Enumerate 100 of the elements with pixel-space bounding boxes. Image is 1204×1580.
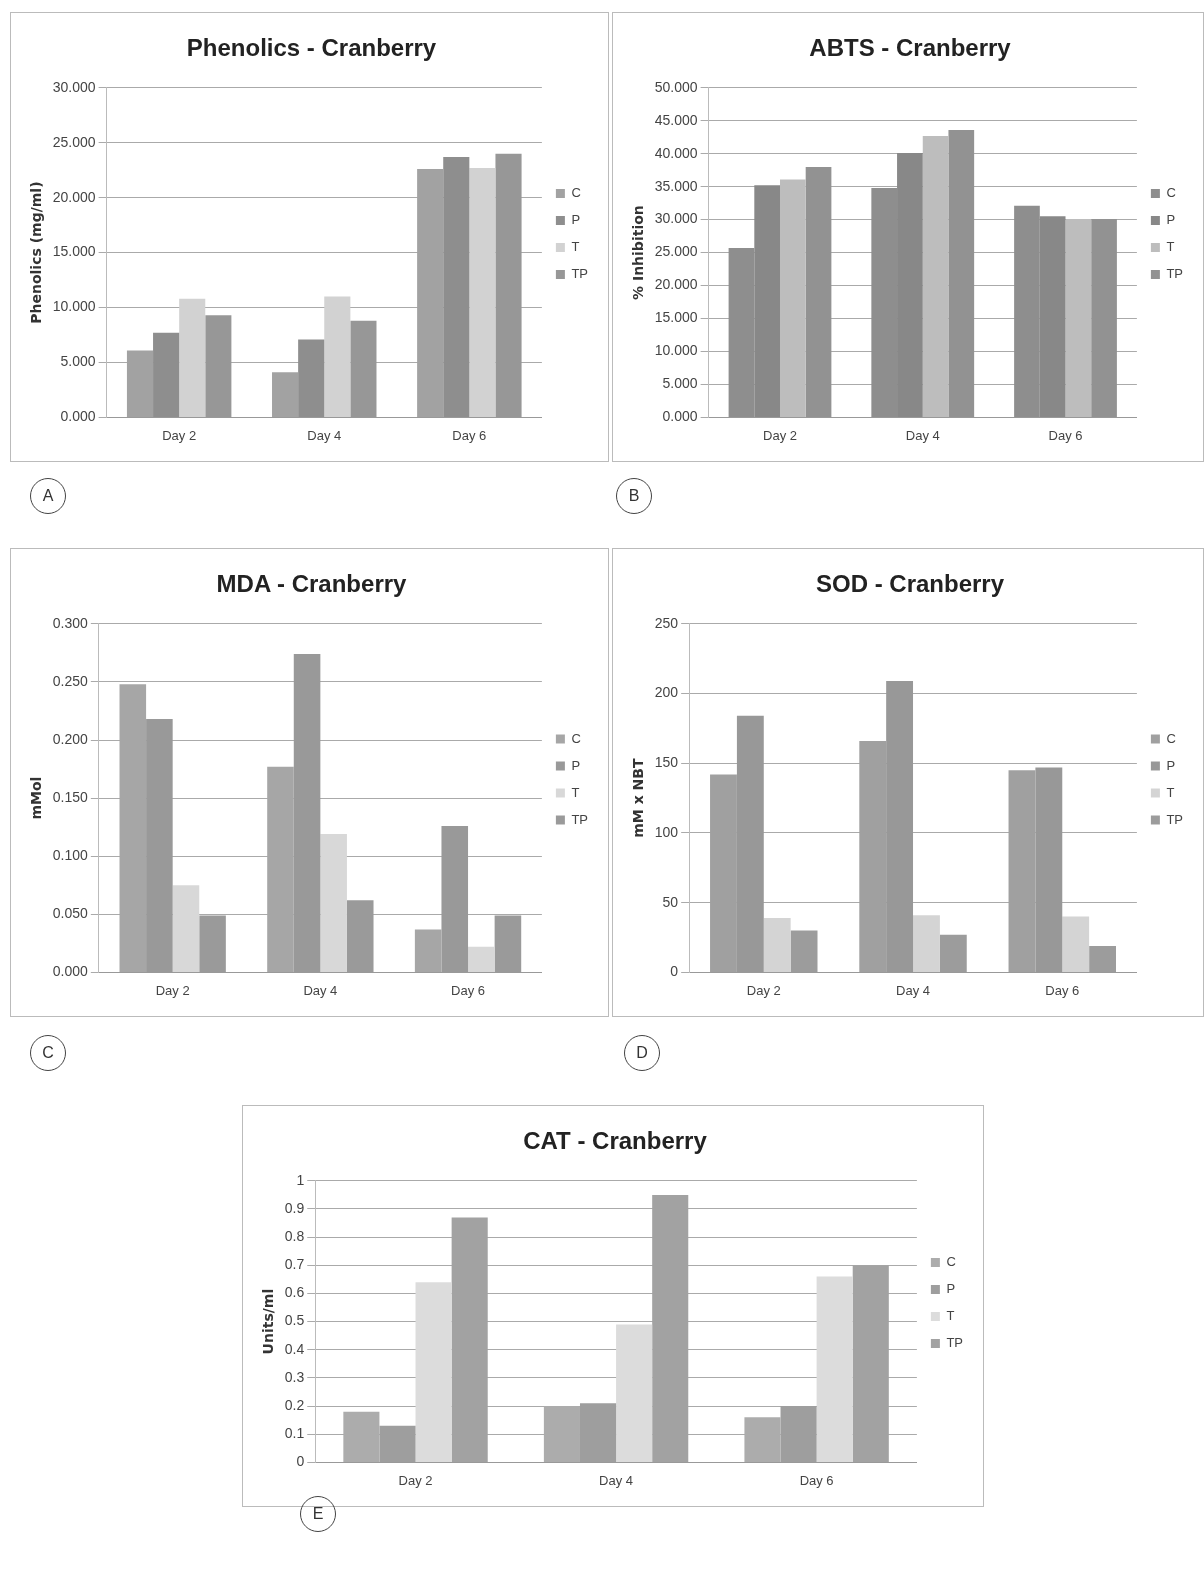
- y-axis-title: Phenolics (mg/ml): [28, 181, 45, 324]
- legend-label: C: [946, 1254, 956, 1270]
- y-tick-label: 50.000: [654, 78, 698, 95]
- legend-label: TP: [946, 1335, 964, 1351]
- y-tick-label: 25.000: [52, 133, 96, 150]
- y-axis-title: mMol: [28, 776, 45, 820]
- y-tick-label: 5.000: [60, 353, 96, 370]
- bar: [1065, 218, 1092, 417]
- y-axis-title: % Inhibition: [630, 205, 647, 300]
- y-tick-label: 0.000: [60, 408, 96, 425]
- x-tick-label: Day 2: [746, 982, 781, 998]
- legend-label: TP: [571, 811, 589, 827]
- chart-title: MDA - Cranberry: [216, 570, 408, 598]
- legend-label: P: [571, 212, 581, 228]
- y-tick-label: 30.000: [52, 78, 96, 95]
- x-tick-label: Day 6: [452, 427, 487, 443]
- y-tick-label: 5.000: [662, 375, 698, 392]
- legend-label: P: [1166, 757, 1176, 773]
- legend-label: C: [571, 730, 581, 746]
- legend-label: T: [1166, 784, 1175, 800]
- bar: [469, 168, 496, 417]
- legend-label: T: [571, 239, 580, 255]
- y-tick-label: 15.000: [52, 243, 96, 260]
- y-tick-label: 50: [662, 893, 679, 910]
- y-tick-label: 0.050: [52, 905, 89, 922]
- legend-label: P: [571, 757, 581, 773]
- bar: [320, 834, 347, 972]
- y-tick-label: 10.000: [654, 342, 698, 359]
- legend-label: P: [946, 1281, 956, 1297]
- y-tick-label: 0.000: [52, 963, 89, 980]
- y-tick-label: 0: [670, 963, 679, 980]
- bar: [415, 1282, 452, 1462]
- bar: [468, 946, 495, 972]
- y-tick-label: 0.2: [284, 1396, 305, 1413]
- y-tick-label: 200: [654, 684, 679, 701]
- legend-label: C: [1166, 185, 1176, 201]
- bar: [324, 296, 351, 417]
- y-tick-label: 0.100: [52, 847, 89, 864]
- y-tick-label: 0.6: [284, 1284, 305, 1301]
- bar: [414, 929, 442, 972]
- x-tick-label: Day 2: [398, 1472, 433, 1488]
- x-tick-label: Day 4: [599, 1472, 634, 1488]
- y-tick-label: 20.000: [52, 188, 96, 205]
- legend-label: P: [1166, 212, 1176, 228]
- bar: [922, 135, 949, 417]
- y-tick-label: 0.1: [284, 1425, 305, 1442]
- bar: [816, 1276, 853, 1462]
- y-tick-label: 150: [654, 754, 679, 771]
- x-tick-label: Day 6: [451, 982, 486, 998]
- y-tick-label: 100: [654, 823, 679, 840]
- y-axis-title: Units/ml: [260, 1288, 277, 1355]
- legend-label: TP: [1166, 266, 1184, 282]
- bar: [913, 915, 940, 972]
- x-tick-label: Day 6: [1045, 982, 1080, 998]
- y-tick-label: 0.200: [52, 730, 89, 747]
- x-tick-label: Day 4: [303, 982, 338, 998]
- y-tick-label: 0.5: [284, 1312, 305, 1329]
- x-tick-label: Day 4: [905, 427, 940, 443]
- y-tick-label: 0.000: [662, 408, 698, 425]
- y-tick-label: 0.250: [52, 672, 89, 689]
- bar: [179, 298, 206, 417]
- bar: [1062, 916, 1090, 972]
- legend-label: T: [946, 1308, 955, 1324]
- y-tick-label: 30.000: [654, 210, 698, 227]
- x-tick-label: Day 2: [162, 427, 197, 443]
- x-tick-label: Day 6: [799, 1472, 834, 1488]
- x-tick-label: Day 2: [155, 982, 190, 998]
- y-tick-label: 40.000: [654, 144, 698, 161]
- legend-label: T: [1166, 239, 1175, 255]
- legend-label: TP: [571, 266, 589, 282]
- y-tick-label: 20.000: [654, 276, 698, 293]
- y-tick-label: 0.150: [52, 788, 89, 805]
- y-tick-label: 0.8: [284, 1227, 305, 1244]
- y-tick-label: 45.000: [654, 111, 698, 128]
- legend-label: C: [1166, 730, 1176, 746]
- x-tick-label: Day 6: [1048, 427, 1083, 443]
- y-tick-label: 0.3: [284, 1368, 305, 1385]
- chart-title: ABTS - Cranberry: [809, 34, 1012, 62]
- y-tick-label: 0.300: [52, 614, 89, 631]
- y-tick-label: 0.4: [284, 1340, 305, 1357]
- y-tick-label: 250: [654, 614, 679, 631]
- y-tick-label: 25.000: [654, 243, 698, 260]
- legend-label: TP: [1166, 811, 1184, 827]
- chart-title: Phenolics - Cranberry: [186, 34, 437, 62]
- bar: [616, 1324, 653, 1462]
- chart-title: SOD - Cranberry: [815, 570, 1005, 598]
- y-tick-label: 1: [296, 1171, 305, 1188]
- y-tick-label: 15.000: [654, 309, 698, 326]
- y-tick-label: 0: [296, 1453, 305, 1470]
- y-tick-label: 0.9: [284, 1199, 305, 1216]
- bar: [780, 179, 806, 417]
- x-tick-label: Day 4: [307, 427, 342, 443]
- x-tick-label: Day 4: [896, 982, 931, 998]
- y-tick-label: 0.7: [284, 1256, 305, 1273]
- y-tick-label: 35.000: [654, 177, 698, 194]
- x-tick-label: Day 2: [763, 427, 797, 443]
- chart-title: CAT - Cranberry: [523, 1127, 708, 1155]
- legend-label: C: [571, 185, 581, 201]
- legend-label: T: [571, 784, 580, 800]
- bar: [172, 885, 200, 972]
